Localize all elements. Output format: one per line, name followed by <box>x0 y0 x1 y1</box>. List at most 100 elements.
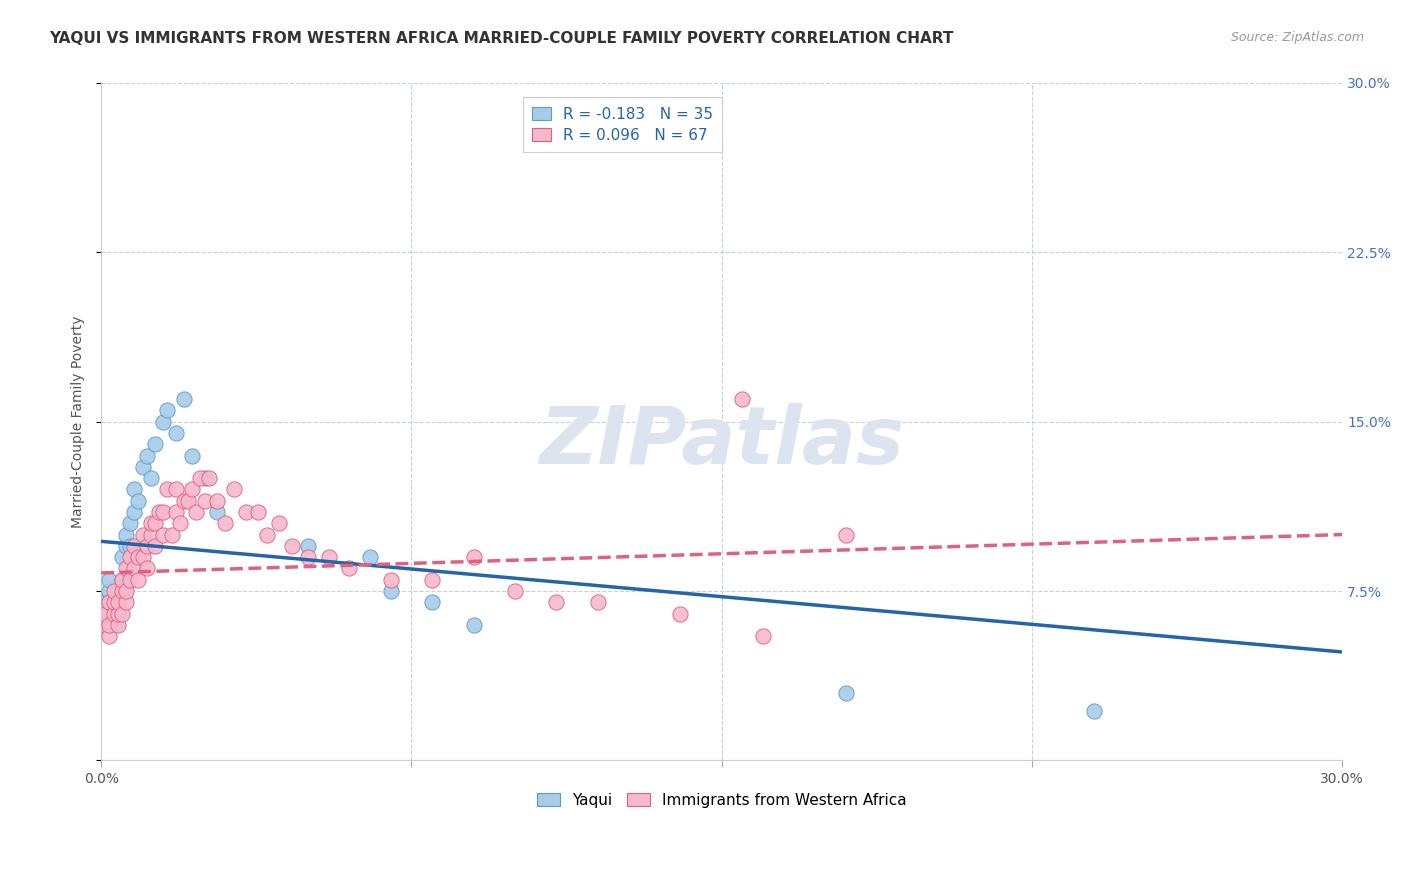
Point <box>98 595 121 609</box>
Point <box>186 505 208 519</box>
Point <box>194 493 217 508</box>
Point <box>127 493 149 508</box>
Point <box>169 516 191 531</box>
Point <box>107 595 129 609</box>
Point <box>269 516 291 531</box>
Point <box>107 584 129 599</box>
Point <box>173 392 195 406</box>
Point <box>111 584 134 599</box>
Text: Source: ZipAtlas.com: Source: ZipAtlas.com <box>1230 31 1364 45</box>
Point <box>835 527 858 541</box>
Y-axis label: Married-Couple Family Poverty: Married-Couple Family Poverty <box>72 316 86 528</box>
Point <box>165 483 187 497</box>
Point <box>359 550 381 565</box>
Point <box>120 550 142 565</box>
Point <box>135 449 157 463</box>
Point <box>103 618 125 632</box>
Point <box>205 505 228 519</box>
Point <box>152 415 174 429</box>
Point <box>131 550 153 565</box>
Point <box>94 595 117 609</box>
Point <box>156 403 179 417</box>
Point <box>94 607 117 621</box>
Point <box>420 573 443 587</box>
Point <box>463 618 485 632</box>
Point <box>120 516 142 531</box>
Point <box>98 618 121 632</box>
Point <box>177 493 200 508</box>
Point <box>120 539 142 553</box>
Point <box>111 573 134 587</box>
Point <box>181 449 204 463</box>
Point <box>107 618 129 632</box>
Point <box>380 573 402 587</box>
Point <box>835 686 858 700</box>
Point <box>165 425 187 440</box>
Point <box>135 561 157 575</box>
Point <box>165 505 187 519</box>
Point <box>98 629 121 643</box>
Point <box>339 561 361 575</box>
Text: YAQUI VS IMMIGRANTS FROM WESTERN AFRICA MARRIED-COUPLE FAMILY POVERTY CORRELATIO: YAQUI VS IMMIGRANTS FROM WESTERN AFRICA … <box>49 31 953 46</box>
Point <box>139 527 162 541</box>
Point <box>143 539 166 553</box>
Point <box>156 483 179 497</box>
Legend: Yaqui, Immigrants from Western Africa: Yaqui, Immigrants from Western Africa <box>530 787 912 814</box>
Point <box>546 595 568 609</box>
Point <box>127 550 149 565</box>
Point <box>127 573 149 587</box>
Point <box>152 505 174 519</box>
Point <box>194 471 217 485</box>
Point <box>148 505 170 519</box>
Point <box>280 539 302 553</box>
Point <box>131 527 153 541</box>
Point <box>380 584 402 599</box>
Point <box>420 595 443 609</box>
Point <box>107 607 129 621</box>
Point <box>98 584 121 599</box>
Point <box>115 595 138 609</box>
Point <box>256 527 278 541</box>
Point <box>197 471 219 485</box>
Point <box>115 584 138 599</box>
Point <box>103 584 125 599</box>
Point <box>235 505 257 519</box>
Point <box>115 561 138 575</box>
Point <box>503 584 526 599</box>
Point <box>94 618 117 632</box>
Point <box>103 607 125 621</box>
Point <box>103 595 125 609</box>
Point <box>1083 704 1105 718</box>
Point <box>752 629 775 643</box>
Point <box>190 471 212 485</box>
Point <box>297 550 319 565</box>
Point <box>111 550 134 565</box>
Point <box>152 527 174 541</box>
Point <box>669 607 692 621</box>
Point <box>111 573 134 587</box>
Point <box>214 516 236 531</box>
Point <box>222 483 245 497</box>
Point <box>124 483 146 497</box>
Point <box>135 539 157 553</box>
Point <box>107 607 129 621</box>
Text: ZIPatlas: ZIPatlas <box>540 403 904 481</box>
Point <box>318 550 340 565</box>
Point <box>297 539 319 553</box>
Point <box>111 607 134 621</box>
Point <box>139 471 162 485</box>
Point <box>247 505 270 519</box>
Point <box>124 505 146 519</box>
Point <box>131 459 153 474</box>
Point <box>120 573 142 587</box>
Point <box>98 573 121 587</box>
Point <box>115 527 138 541</box>
Point <box>139 516 162 531</box>
Point <box>103 595 125 609</box>
Point <box>586 595 609 609</box>
Point <box>143 516 166 531</box>
Point <box>205 493 228 508</box>
Point <box>94 607 117 621</box>
Point <box>115 539 138 553</box>
Point <box>181 483 204 497</box>
